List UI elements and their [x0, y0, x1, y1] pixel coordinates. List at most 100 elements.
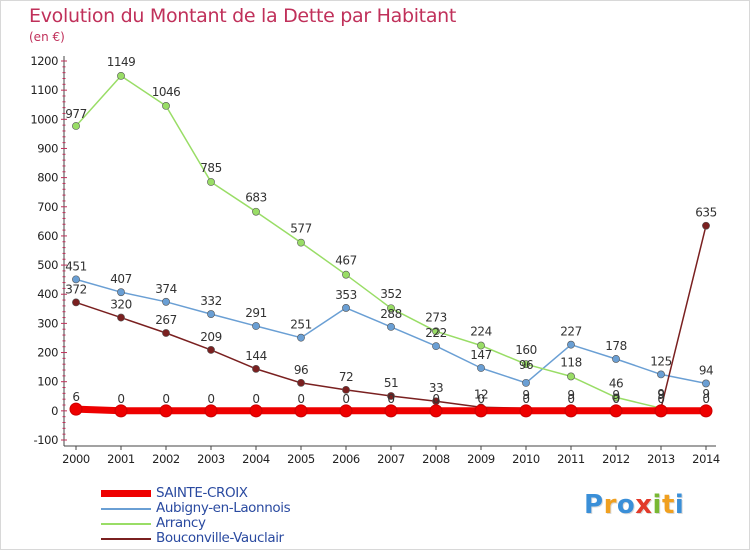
data-point — [297, 333, 305, 342]
data-label: 0 — [387, 392, 394, 406]
data-point — [252, 364, 260, 373]
data-label: 12 — [474, 387, 488, 401]
data-label: 227 — [560, 325, 581, 339]
data-label: 467 — [335, 254, 356, 268]
data-label: 0 — [612, 392, 619, 406]
data-label: 9 — [657, 387, 664, 401]
data-point — [609, 404, 623, 418]
data-label: 224 — [470, 325, 491, 339]
data-point — [207, 178, 215, 186]
proxiti-logo: Proxiti — [584, 490, 684, 520]
x-tick-label: 2006 — [332, 452, 360, 466]
data-point — [657, 370, 665, 379]
data-label: 0 — [297, 392, 304, 406]
logo-letter: i — [674, 490, 685, 520]
data-label: 9 — [657, 388, 664, 402]
data-label: 407 — [110, 272, 131, 286]
data-label: 0 — [567, 392, 574, 406]
legend-item-bouconville-vauclair: Bouconville-Vauclair — [101, 530, 361, 547]
data-point — [342, 385, 350, 394]
legend-label-bouconville-vauclair: Bouconville-Vauclair — [156, 530, 284, 546]
data-label: 144 — [245, 349, 266, 363]
data-point — [519, 404, 533, 418]
chart-title: Evolution du Montant de la Dette par Hab… — [29, 5, 457, 27]
data-label: 9 — [522, 388, 529, 402]
data-point — [162, 329, 170, 337]
data-label: 977 — [65, 107, 86, 121]
legend-item-aubigny-en-laonnois: Aubigny-en-Laonnois — [101, 500, 361, 517]
legend-label-sainte-croix: SAINTE-CROIX — [156, 485, 248, 501]
x-tick-label: 2009 — [467, 452, 495, 466]
axes: -100010020030040050060070080090010001100… — [30, 54, 720, 466]
x-tick-label: 2003 — [197, 452, 225, 466]
data-point — [72, 275, 80, 284]
data-label: 94 — [699, 363, 713, 377]
data-label: 0 — [657, 392, 664, 406]
x-tick-label: 2001 — [107, 452, 135, 466]
data-labels: 4514073743322912513532882221479622717812… — [65, 55, 717, 406]
x-tick-label: 2002 — [152, 452, 180, 466]
y-tick-label: 900 — [37, 141, 58, 155]
x-tick-label: 2011 — [557, 452, 585, 466]
data-label: 1149 — [107, 55, 136, 69]
data-label: 0 — [522, 392, 529, 406]
y-tick-label: -100 — [34, 433, 59, 447]
x-tick-label: 2008 — [422, 452, 450, 466]
data-label: 451 — [65, 259, 86, 273]
x-tick-label: 2004 — [242, 452, 270, 466]
y-tick-label: 1200 — [30, 54, 58, 68]
data-label: 0 — [252, 392, 259, 406]
data-label: 118 — [560, 355, 581, 369]
data-label: 1046 — [152, 85, 181, 99]
legend-swatch-arrancy — [101, 523, 151, 525]
data-label: 273 — [425, 310, 446, 324]
data-point — [72, 298, 80, 307]
data-point — [522, 360, 530, 369]
y-tick-label: 0 — [51, 404, 58, 418]
data-point — [297, 378, 305, 387]
logo-letter: r — [603, 490, 617, 520]
data-point — [384, 404, 398, 418]
data-point — [342, 270, 350, 279]
legend-swatch-bouconville-vauclair — [101, 538, 151, 540]
data-label: 288 — [380, 307, 401, 321]
data-label: 160 — [515, 343, 536, 357]
data-point — [429, 404, 443, 418]
data-label: 96 — [294, 363, 308, 377]
data-point — [387, 322, 395, 331]
x-tick-label: 2007 — [377, 452, 405, 466]
data-label: 0 — [162, 392, 169, 406]
data-point — [159, 404, 173, 418]
data-point — [342, 304, 350, 312]
data-point — [612, 355, 620, 363]
data-label: 209 — [200, 330, 221, 344]
data-label: 251 — [290, 318, 311, 332]
data-point — [522, 378, 530, 387]
legend-label-aubigny-en-laonnois: Aubigny-en-Laonnois — [156, 500, 291, 516]
logo-letter: t — [661, 490, 675, 520]
data-label: 332 — [200, 294, 221, 308]
data-label: 320 — [110, 298, 131, 312]
data-label: 353 — [335, 288, 356, 302]
data-label: 222 — [425, 326, 446, 340]
data-point — [294, 404, 308, 418]
data-label: 9 — [612, 388, 619, 402]
data-label: 9 — [702, 387, 709, 401]
data-label: 291 — [245, 306, 266, 320]
data-point — [612, 393, 620, 402]
x-tick-label: 2000 — [62, 452, 90, 466]
data-label: 577 — [290, 222, 311, 236]
data-label: 0 — [432, 392, 439, 406]
data-point — [567, 372, 575, 381]
y-tick-label: 800 — [37, 171, 58, 185]
data-label: 0 — [207, 392, 214, 406]
logo-letter: P — [584, 490, 604, 520]
data-point — [432, 342, 440, 351]
legend-swatch-sainte-croix — [101, 490, 151, 497]
data-point — [477, 364, 485, 372]
data-point — [387, 304, 395, 313]
y-tick-label: 1100 — [30, 83, 58, 97]
data-point — [207, 346, 215, 354]
